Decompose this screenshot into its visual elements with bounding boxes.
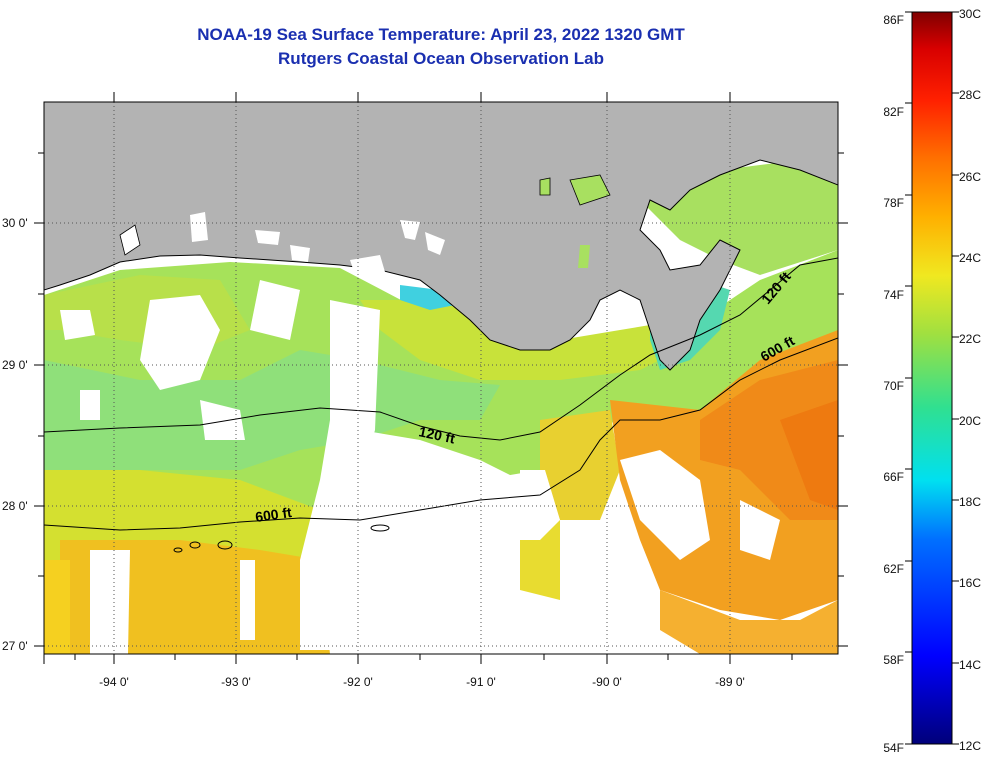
c-label: 26C [959,170,981,184]
map-title: NOAA-19 Sea Surface Temperature: April 2… [197,25,685,44]
sst-field [44,160,838,654]
celsius-labels: 30C 28C 26C 24C 22C 20C 18C 16C 14C 12C [959,7,981,753]
colorbar-gradient [911,11,953,745]
longitude-labels: -94 0' -93 0' -92 0' -91 0' -90 0' -89 0… [99,675,745,689]
map-frame [43,101,839,655]
lon-label: -94 0' [99,675,129,689]
f-label: 70F [883,379,904,393]
map-subtitle: Rutgers Coastal Ocean Observation Lab [278,49,604,68]
lat-label: 27 0' [2,639,28,653]
f-label: 54F [883,741,904,755]
f-label: 78F [883,196,904,210]
f-label: 82F [883,105,904,119]
colorbar-ticks [905,11,959,745]
c-label: 24C [959,251,981,265]
graticule [44,102,838,654]
contour-label-120ft-west: 120 ft [417,423,456,446]
c-label: 14C [959,658,981,672]
lon-label: -89 0' [715,675,745,689]
c-label: 22C [959,332,981,346]
colorbar: 86F 82F 78F 74F 70F 66F 62F 58F 54F 30C … [883,7,981,755]
c-label: 12C [959,739,981,753]
f-label: 58F [883,653,904,667]
c-label: 16C [959,576,981,590]
c-label: 28C [959,88,981,102]
lat-label: 30 0' [2,216,28,230]
fahrenheit-labels: 86F 82F 78F 74F 70F 66F 62F 58F 54F [883,13,904,755]
f-label: 66F [883,470,904,484]
c-label: 18C [959,495,981,509]
lon-label: -92 0' [343,675,373,689]
lon-label: -93 0' [221,675,251,689]
lat-label: 28 0' [2,499,28,513]
latitude-labels: 30 0' 29 0' 28 0' 27 0' [2,216,28,653]
c-label: 20C [959,414,981,428]
f-label: 74F [883,288,904,302]
contour-label-600ft-west: 600 ft [254,504,293,525]
axis-ticks [34,92,848,664]
c-label: 30C [959,7,981,21]
f-label: 62F [883,562,904,576]
f-label: 86F [883,13,904,27]
lon-label: -91 0' [466,675,496,689]
land-mass [44,102,838,371]
lat-label: 29 0' [2,358,28,372]
lon-label: -90 0' [592,675,622,689]
depth-contours [44,257,838,553]
